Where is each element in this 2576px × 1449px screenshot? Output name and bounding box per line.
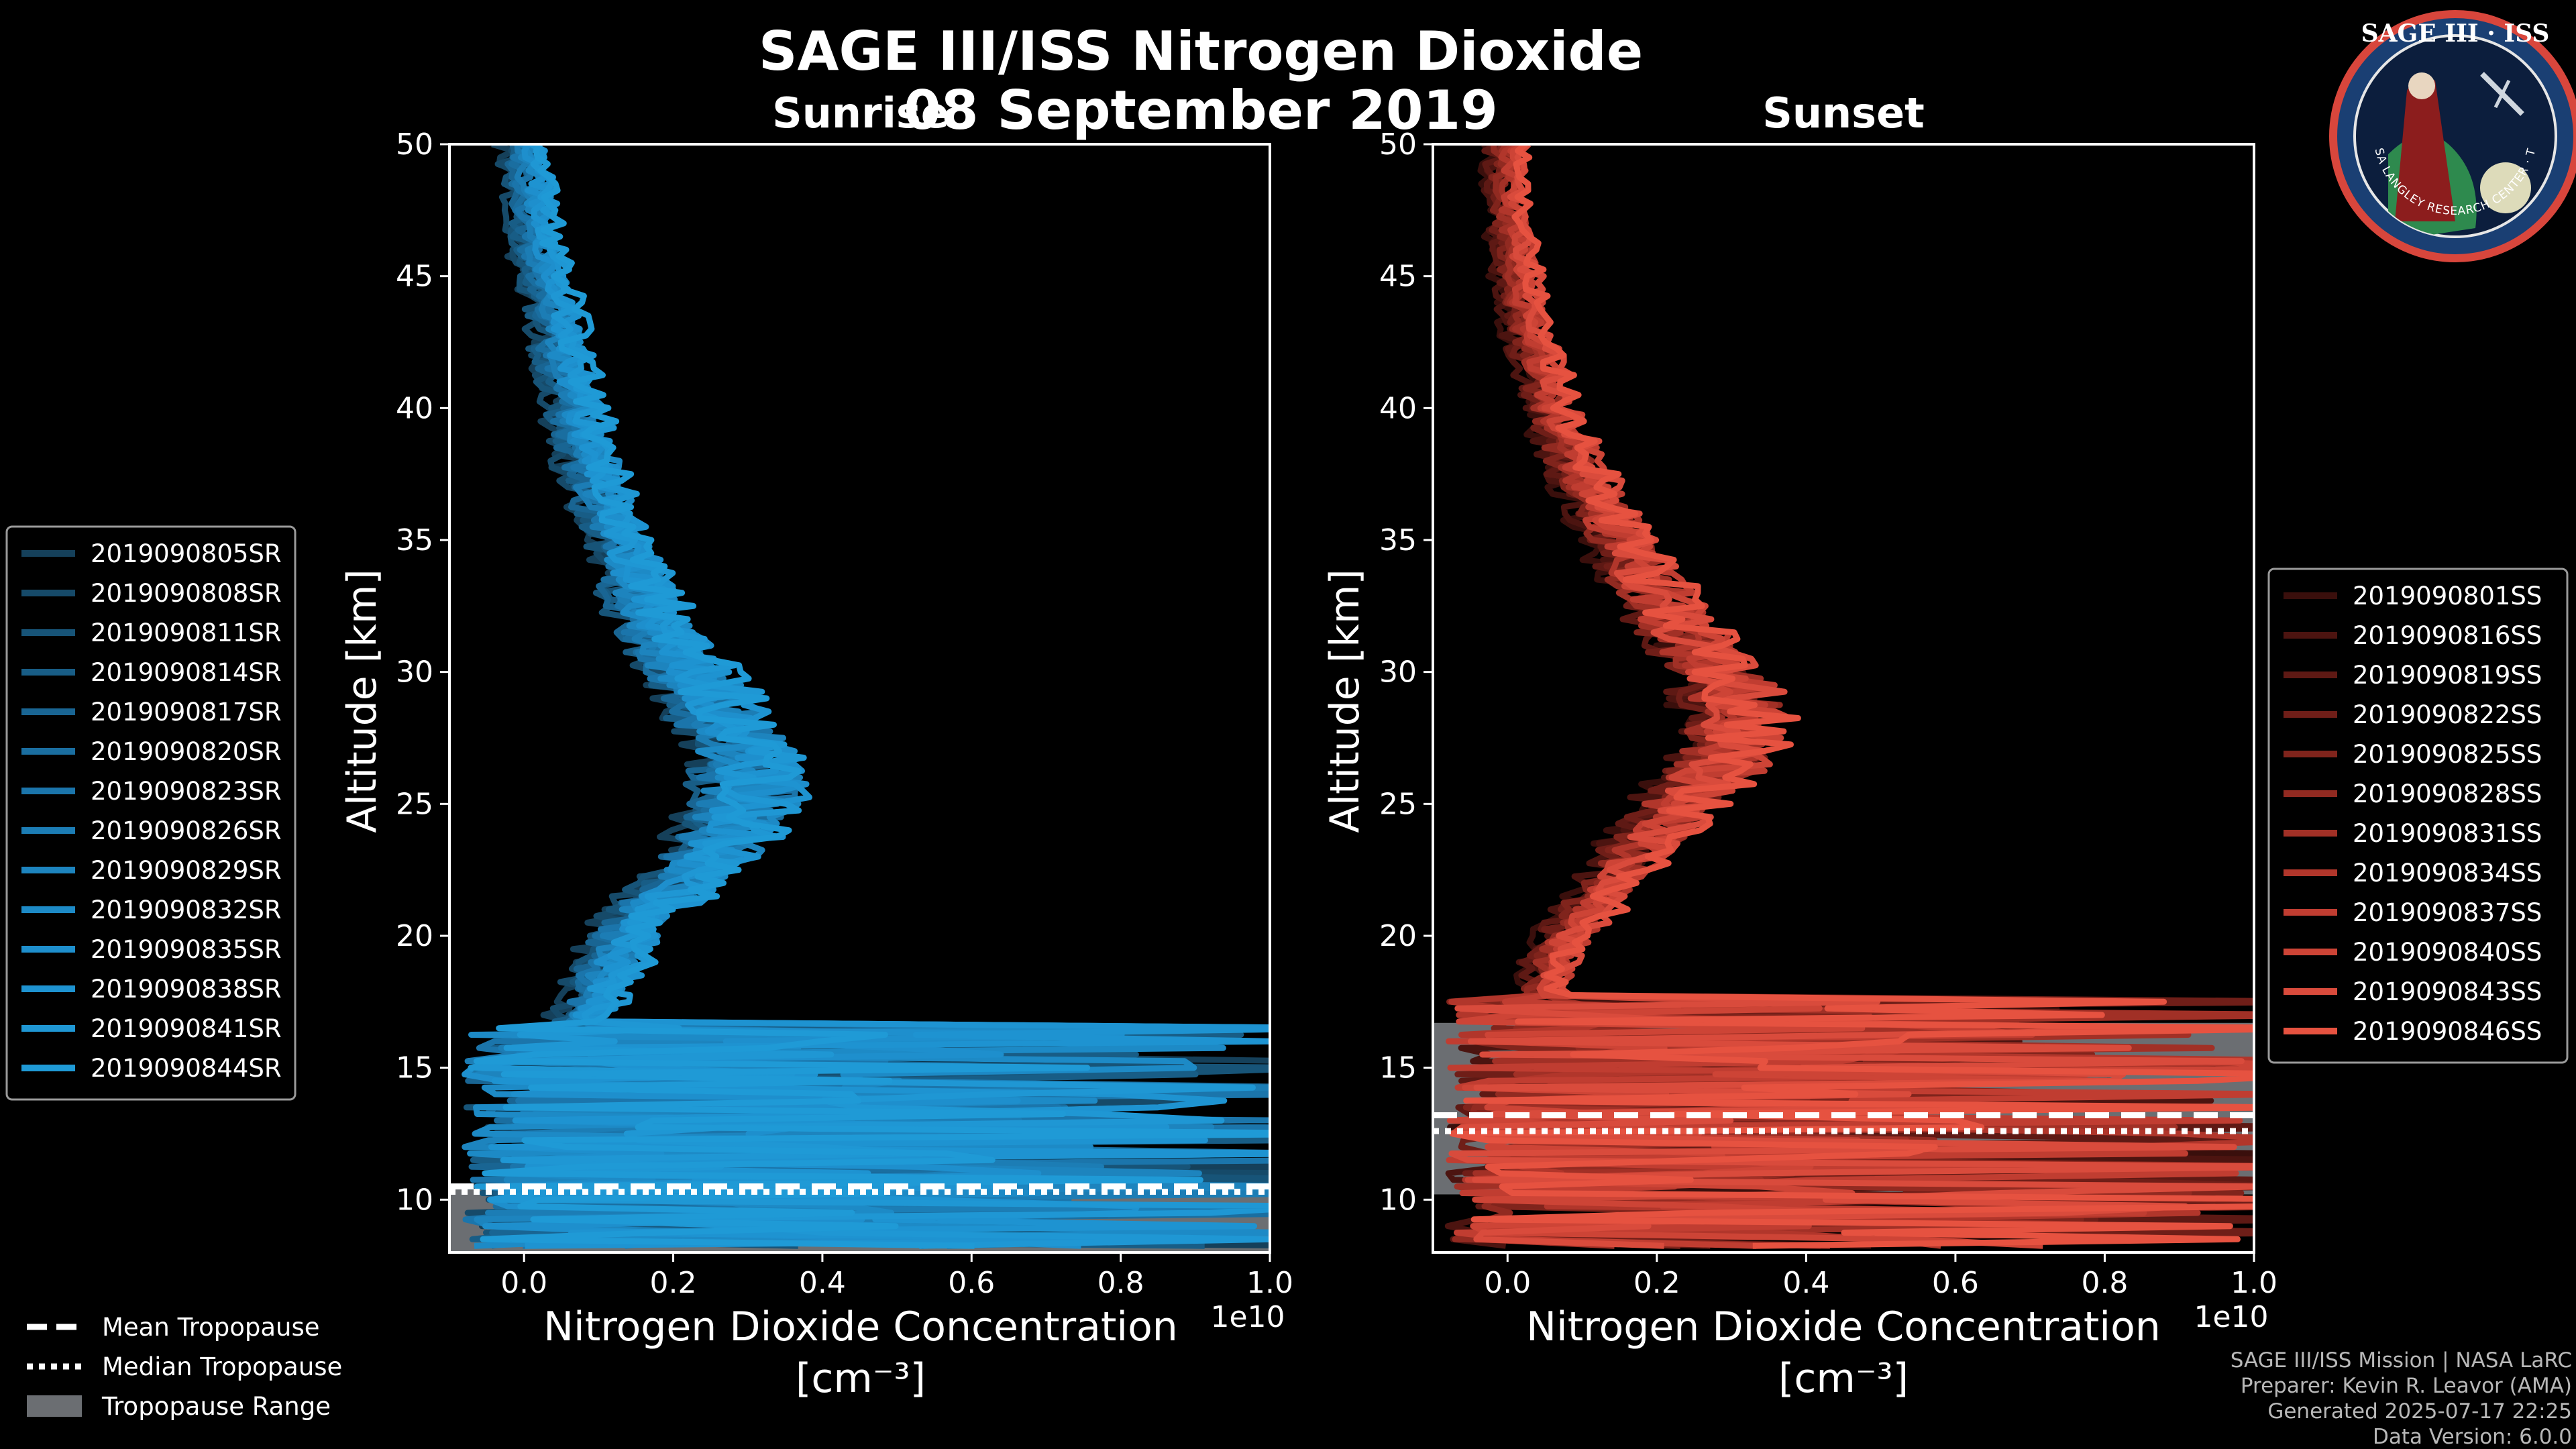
- credit-line-4: Data Version: 6.0.0: [2373, 1425, 2572, 1449]
- sunrise-y-tick-label: 20: [396, 919, 433, 953]
- sunset-y-axis-label: Altitude [km]: [1322, 569, 1368, 833]
- sunset-plot-area: 10 15 20 25 30 35 40 45 50 0.0 0.2 0.4 0.6 0.8 1.0: [1379, 127, 2277, 1300]
- sunset-legend-label: 2019090846SS: [2353, 1017, 2542, 1046]
- sunset-legend-label: 2019090840SS: [2353, 938, 2542, 967]
- sunset-x-axis-label: Nitrogen Dioxide Concentration: [1526, 1303, 2161, 1350]
- sunset-legend-label: 2019090801SS: [2353, 582, 2542, 610]
- sunrise-panel: Sunrise 10 15 20 25 30 35 40 45 50 0.0 0.2 0.4 0.6 0.…: [339, 89, 1293, 1402]
- tropopause-legend: Mean Tropopause Median Tropopause Tropopau…: [27, 1313, 342, 1421]
- sunrise-plot-frame: [448, 143, 1271, 1254]
- sunrise-legend-label: 2019090808SR: [91, 579, 282, 608]
- sunrise-x-tick-label: 0.0: [500, 1266, 547, 1300]
- credit-line-1: SAGE III/ISS Mission | NASA LaRC: [2231, 1348, 2572, 1373]
- credit-line-3: Generated 2025-07-17 22:25: [2267, 1399, 2572, 1424]
- sunset-y-tick-label: 10: [1379, 1183, 1417, 1217]
- sunset-plot-frame: [1432, 143, 2255, 1254]
- sunset-x-tick-label: 0.6: [1932, 1266, 1979, 1300]
- sunrise-y-tick-label: 50: [396, 127, 433, 162]
- sunrise-y-tick-label: 30: [396, 655, 433, 690]
- sunrise-y-tick-label: 35: [396, 523, 433, 557]
- sunrise-x-tick-label: 1.0: [1246, 1266, 1293, 1300]
- sunrise-legend-label: 2019090823SR: [91, 777, 282, 806]
- sunset-x-tick-label: 0.4: [1782, 1266, 1829, 1300]
- sunset-legend-label: 2019090825SS: [2353, 740, 2542, 769]
- sunset-panel: Sunset 10 15 20 25 30 35 40 45 50 0.0 0.2 0.4 0.6 0.8…: [1322, 89, 2277, 1402]
- sunset-y-tick-label: 25: [1379, 787, 1417, 821]
- sunrise-legend-label: 2019090838SR: [91, 975, 282, 1004]
- sunrise-x-tick-label: 0.8: [1097, 1266, 1144, 1300]
- sunset-y-tick-label: 30: [1379, 655, 1417, 690]
- sunrise-legend-label: 2019090814SR: [91, 658, 282, 687]
- sunrise-legend-label: 2019090841SR: [91, 1014, 282, 1043]
- sunrise-y-tick-label: 45: [396, 260, 433, 294]
- sunset-legend-label: 2019090819SS: [2353, 661, 2542, 690]
- sunrise-legend-label: 2019090817SR: [91, 698, 282, 727]
- sunset-x-tick-label: 0.0: [1484, 1266, 1531, 1300]
- sunset-x-tick-label: 1.0: [2231, 1266, 2277, 1300]
- credit-line-2: Preparer: Kevin R. Leavor (AMA): [2241, 1374, 2572, 1398]
- sunset-legend-label: 2019090831SS: [2353, 819, 2542, 848]
- sunset-y-tick-label: 35: [1379, 523, 1417, 557]
- sunrise-x-axis-unit: [cm⁻³]: [796, 1355, 926, 1402]
- sunrise-x-tick-label: 0.2: [650, 1266, 697, 1300]
- sunrise-x-tick-label: 0.6: [948, 1266, 995, 1300]
- sunset-y-tick-label: 50: [1379, 127, 1417, 162]
- sunset-series-2019090843SS: [1448, 144, 2254, 1249]
- sunset-x-tick-label: 0.2: [1633, 1266, 1680, 1300]
- sunset-y-tick-label: 15: [1379, 1051, 1417, 1085]
- tropopause-legend-label: Mean Tropopause: [102, 1313, 320, 1342]
- sunrise-y-axis-label: Altitude [km]: [339, 569, 386, 833]
- sunrise-y-tick-label: 40: [396, 391, 433, 425]
- logo-title: SAGE III · ISS: [2361, 19, 2550, 48]
- tropopause-legend-label: Tropopause Range: [101, 1392, 331, 1421]
- sunset-x-axis-unit: [cm⁻³]: [1778, 1355, 1909, 1402]
- sunset-legend-label: 2019090843SS: [2353, 977, 2542, 1006]
- sunrise-legend-label: 2019090844SR: [91, 1054, 282, 1083]
- sunrise-legend-label: 2019090811SR: [91, 619, 282, 647]
- tropopause-legend-label: Median Tropopause: [102, 1352, 342, 1381]
- sunrise-series-2019090844SR: [473, 144, 1270, 1249]
- sunrise-legend: 2019090805SR 2019090808SR 2019090811SR 2019…: [5, 525, 297, 1101]
- sunrise-y-tick-label: 10: [396, 1183, 433, 1217]
- tropopause-range-swatch: [27, 1395, 82, 1417]
- sunset-y-tick-label: 40: [1379, 391, 1417, 425]
- panel-title-sunrise: Sunrise: [772, 89, 949, 138]
- sunrise-x-axis-label: Nitrogen Dioxide Concentration: [543, 1303, 1178, 1350]
- sunrise-legend-label: 2019090826SR: [91, 816, 282, 845]
- sunrise-x-tick-label: 0.4: [799, 1266, 846, 1300]
- sunset-legend-label: 2019090822SS: [2353, 700, 2542, 729]
- sunset-series-2019090846SS: [1449, 144, 2254, 1249]
- sunrise-legend-label: 2019090829SR: [91, 856, 282, 885]
- sunrise-legend-label: 2019090835SR: [91, 935, 282, 964]
- sunset-legend-box: [2267, 568, 2569, 1064]
- sunset-legend-label: 2019090837SS: [2353, 898, 2542, 927]
- sunrise-legend-box: [5, 525, 297, 1101]
- credits: SAGE III/ISS Mission | NASA LaRC Prepare…: [2231, 1348, 2572, 1449]
- sunset-legend-label: 2019090816SS: [2353, 621, 2542, 650]
- page-date: 08 September 2019: [904, 79, 1498, 142]
- page-title: SAGE III/ISS Nitrogen Dioxide: [759, 20, 1643, 83]
- sunset-y-tick-label: 20: [1379, 919, 1417, 953]
- panel-title-sunset: Sunset: [1762, 89, 1925, 138]
- sunrise-plot-area: 10 15 20 25 30 35 40 45 50 0.0 0.2 0.4 0.6 0.8 1.0: [396, 127, 1293, 1300]
- sunrise-y-tick-label: 15: [396, 1051, 433, 1085]
- sunset-y-tick-label: 45: [1379, 260, 1417, 294]
- sunrise-legend-label: 2019090820SR: [91, 737, 282, 766]
- sunset-legend-label: 2019090828SS: [2353, 780, 2542, 808]
- sunset-legend-label: 2019090834SS: [2353, 859, 2542, 888]
- sunrise-y-tick-label: 25: [396, 787, 433, 821]
- sunset-x-tick-label: 0.8: [2081, 1266, 2128, 1300]
- sunrise-x-scale-label: 1e10: [1210, 1300, 1285, 1334]
- sunrise-legend-label: 2019090805SR: [91, 539, 282, 568]
- sunset-x-scale-label: 1e10: [2194, 1300, 2268, 1334]
- sunrise-legend-label: 2019090832SR: [91, 896, 282, 924]
- sunset-legend: 2019090801SS 2019090816SS 2019090819SS 2019…: [2267, 568, 2569, 1064]
